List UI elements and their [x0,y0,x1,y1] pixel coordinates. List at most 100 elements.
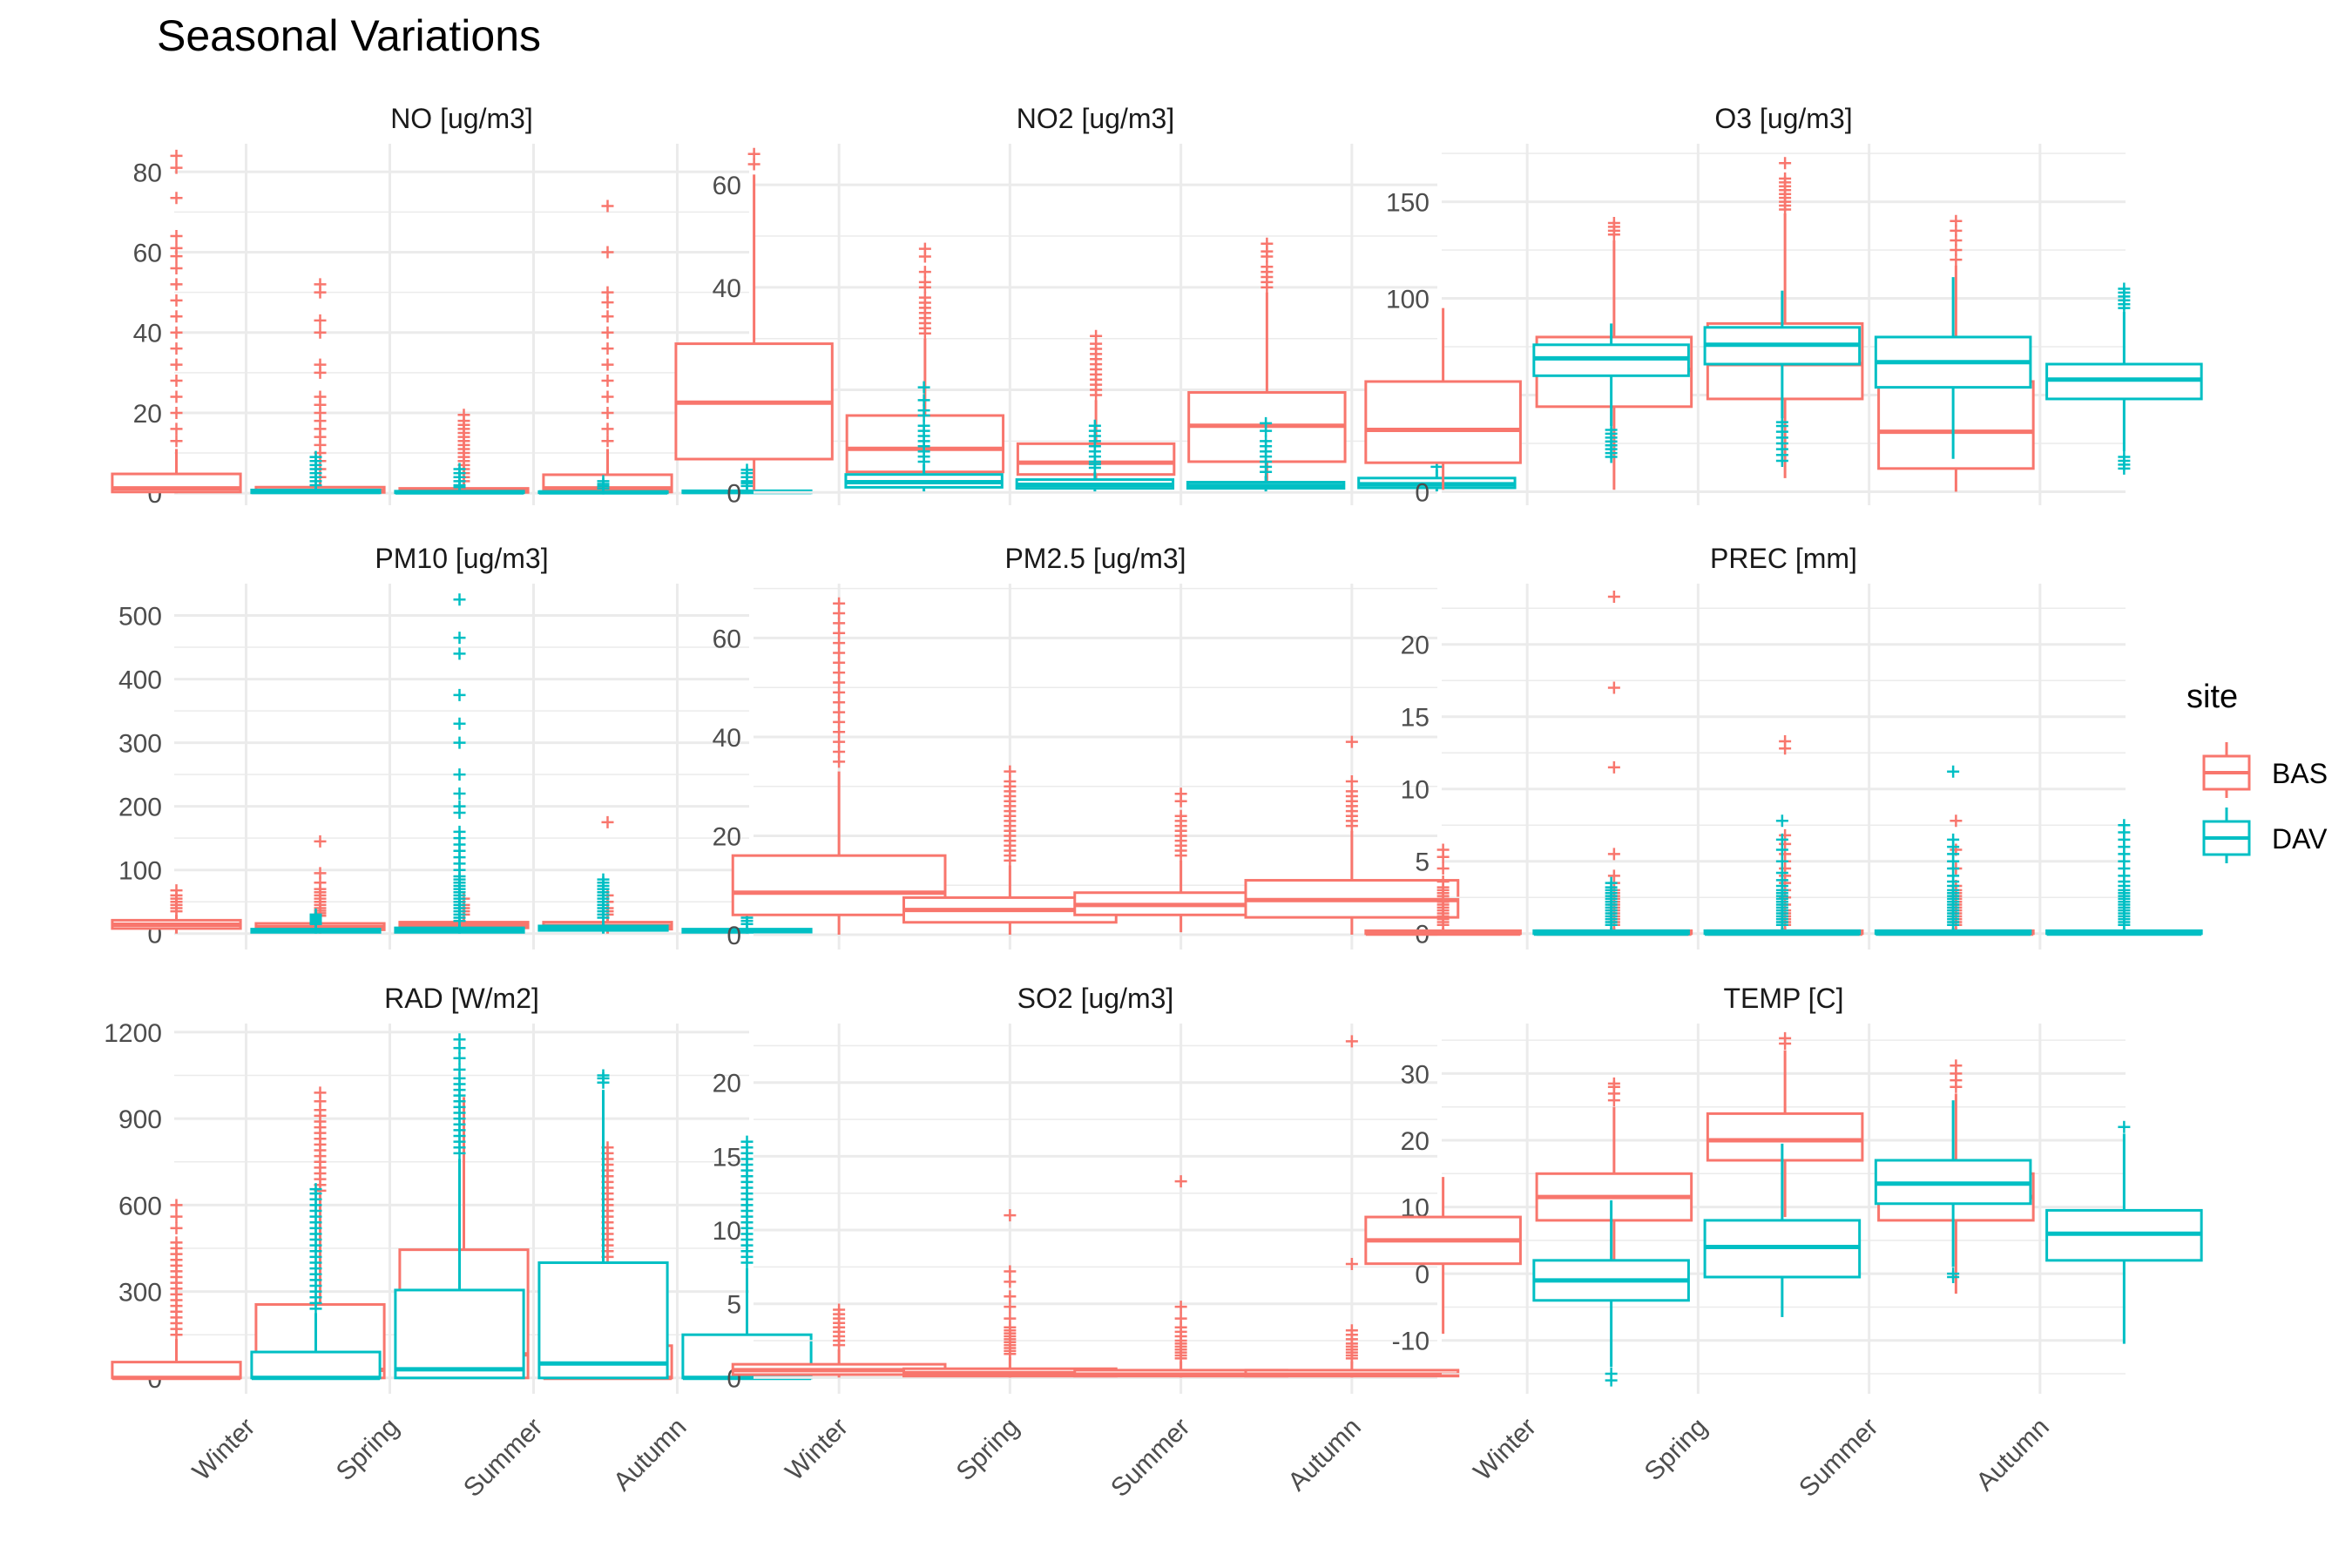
outlier-point [1775,867,1788,880]
outlier-point [1436,862,1450,875]
panel-title: PREC [mm] [1710,543,1857,574]
outlier-point [1174,1312,1187,1325]
y-tick-label: 100 [1386,286,1429,314]
outlier-point [170,149,183,162]
box-dav-winter [1532,1200,1690,1387]
box-bas-winter [111,884,242,934]
outlier-point [314,835,327,848]
y-tick-label: 0 [727,479,741,508]
outlier-point [1345,735,1358,748]
box-iqr [394,1288,525,1380]
box-dav-summer [1186,416,1346,492]
outlier-point [747,158,760,171]
panel-2: 0204060NO2 [ug/m3] [674,103,1517,508]
outlier-point [1004,1265,1017,1278]
outlier-point [453,717,466,730]
outlier-point [597,475,610,488]
panel-4: 0 100 200 300 400 500 PM10 [ug/m3] [111,543,813,950]
y-tick-label: 15 [713,1143,741,1172]
y-tick-label: 20 [1401,632,1429,660]
panel-3: 050100150O3 [ug/m3] [1364,103,2203,507]
outlier-point [918,275,931,288]
outlier-point [740,1135,754,1148]
outlier-point [309,908,322,921]
y-tick-label: 20 [133,400,162,429]
panel-title: NO [ug/m3] [390,103,533,134]
y-tick-label: 5 [1415,848,1429,877]
box-dav-spring [1015,419,1175,492]
outlier-point [309,1183,322,1196]
panel-title: SO2 [ug/m3] [1017,983,1174,1014]
outlier-point [170,230,183,243]
outlier-point [453,632,466,645]
outlier-point [170,342,183,355]
outlier-point [1607,848,1620,861]
box-dav-autumn [2045,282,2203,475]
box-bas-spring [1535,1077,1693,1267]
box-bas-winter [1364,308,1522,490]
box-iqr [1877,380,2035,470]
outlier-point [601,326,614,339]
box-bas-autumn [1244,735,1460,935]
y-tick-label: 150 [1386,189,1429,218]
outlier-point [170,358,183,371]
outlier-point [1950,1059,1963,1072]
y-tick-label: 5 [727,1291,741,1320]
outlier-point [1775,833,1788,846]
outlier-point [1607,869,1620,882]
outlier-point [1088,419,1101,432]
y-tick-label: 10 [1401,776,1429,805]
outlier-point [170,161,183,174]
outlier-point [314,326,327,339]
outlier-point [1607,216,1620,229]
y-tick-label: 0 [727,922,741,950]
box-iqr [250,1350,382,1380]
outlier-point [2118,1120,2131,1133]
outlier-point [1260,416,1273,429]
outlier-point [453,463,466,476]
outlier-point [918,266,931,279]
box-bas-winter [111,149,242,494]
outlier-point [747,147,760,160]
outlier-point [1950,814,1963,828]
box-bas-spring [902,1209,1118,1378]
outlier-point [1004,1209,1017,1222]
outlier-point [170,375,183,388]
box-bas-autumn [1877,214,2035,492]
outlier-point [1607,1077,1620,1090]
panel-title: RAD [W/m2] [384,983,539,1014]
outlier-point [917,381,930,394]
box-iqr [537,1261,669,1380]
outlier-point [1004,1275,1017,1288]
box-dav-spring [1703,814,1862,936]
outlier-point [1090,329,1103,342]
outlier-point [170,192,183,205]
outlier-point [1950,214,1963,227]
panel-title: PM2.5 [ug/m3] [1004,543,1186,574]
outlier-point [453,688,466,701]
legend-title: site [2186,679,2238,715]
outlier-point [1260,237,1274,250]
outlier-point [170,390,183,403]
outlier-point [314,1086,327,1099]
y-tick-label: 0 [1415,478,1429,507]
outlier-point [1436,875,1450,888]
outlier-point [453,647,466,660]
outlier-point [2118,450,2131,463]
outlier-point [601,406,614,419]
y-tick-label: 10 [713,1217,741,1246]
chart-title: Seasonal Variations [157,11,541,60]
y-tick-label: 0 [1415,1260,1429,1289]
legend-label: BAS [2272,758,2328,789]
outlier-point [1779,1031,1792,1044]
outlier-point [740,463,754,476]
outlier-point [601,342,614,355]
outlier-point [453,1033,466,1046]
box-dav-summer [1874,765,2032,936]
outlier-point [170,1199,183,1212]
box-dav-winter [250,450,382,495]
outlier-point [918,242,931,255]
outlier-point [1174,809,1187,822]
outlier-point [314,358,327,371]
box-iqr [111,1361,242,1380]
